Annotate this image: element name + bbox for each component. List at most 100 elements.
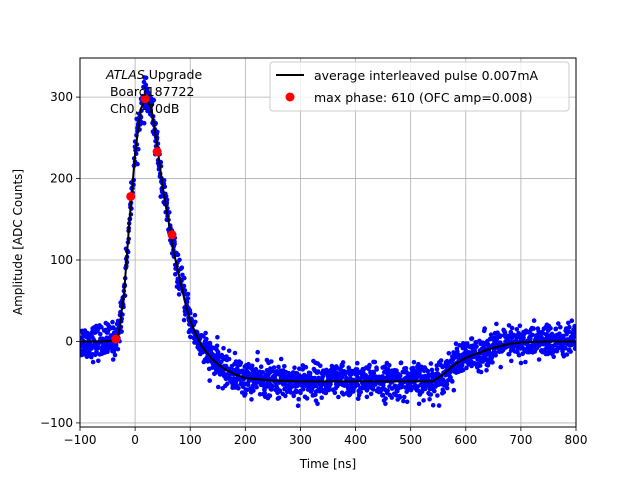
- sample-point: [421, 398, 426, 403]
- sample-point: [506, 323, 512, 328]
- sample-point: [569, 318, 575, 324]
- sample-point: [564, 352, 570, 357]
- sample-point: [215, 335, 220, 340]
- sample-point: [498, 364, 504, 370]
- sample-point: [226, 348, 232, 354]
- sample-point: [531, 318, 537, 323]
- sample-point: [469, 336, 475, 341]
- sample-point: [429, 367, 435, 373]
- sample-point: [411, 359, 417, 365]
- sample-point: [295, 403, 301, 409]
- sample-point: [460, 367, 466, 373]
- max-phase-point: [152, 147, 162, 157]
- sample-point: [367, 362, 372, 368]
- sample-point: [319, 395, 325, 401]
- y-axis-label: Amplitude [ADC Counts]: [11, 169, 25, 315]
- sample-point: [179, 265, 185, 271]
- sample-point: [477, 363, 483, 368]
- sample-point: [358, 376, 364, 381]
- annotation-board: Board187722: [106, 84, 194, 99]
- sample-point: [277, 388, 283, 394]
- sample-point: [480, 359, 486, 364]
- sample-point: [464, 365, 469, 371]
- sample-point: [203, 330, 208, 336]
- sample-point: [260, 370, 266, 375]
- sample-point: [459, 362, 465, 368]
- plot-area: [80, 75, 576, 409]
- sample-point: [573, 343, 576, 348]
- sample-point: [98, 331, 103, 337]
- x-tick-label: 400: [344, 433, 367, 447]
- sample-point: [340, 363, 345, 369]
- x-tick-label: 600: [454, 433, 477, 447]
- sample-point: [262, 387, 267, 393]
- sample-point: [484, 368, 489, 373]
- x-tick-label: 800: [565, 433, 588, 447]
- sample-point: [267, 393, 273, 399]
- sample-point: [110, 357, 116, 362]
- sample-point: [509, 358, 514, 364]
- x-tick-label: 0: [131, 433, 139, 447]
- sample-point: [374, 367, 379, 372]
- sample-point: [556, 321, 561, 326]
- sample-point: [175, 252, 181, 257]
- x-tick-label: 300: [289, 433, 312, 447]
- sample-point: [271, 365, 277, 370]
- sample-point: [453, 341, 459, 347]
- sample-point: [222, 372, 228, 377]
- sample-point: [485, 363, 491, 368]
- max-phase-point: [111, 334, 121, 344]
- sample-point: [336, 394, 341, 400]
- sample-point: [251, 388, 256, 393]
- legend-box: [269, 61, 570, 112]
- sample-point: [201, 334, 206, 339]
- sample-point: [215, 349, 221, 355]
- sample-point: [185, 296, 191, 301]
- sample-point: [416, 361, 421, 367]
- sample-point: [283, 393, 288, 399]
- sample-point: [90, 359, 96, 365]
- sample-point: [253, 366, 259, 372]
- legend-marker-swatch: [285, 92, 295, 102]
- sample-point: [276, 395, 282, 401]
- sample-point: [426, 372, 431, 377]
- sample-point: [292, 365, 297, 371]
- sample-point: [566, 320, 571, 326]
- y-tick-label: 0: [65, 334, 73, 348]
- sample-point: [434, 366, 440, 372]
- sample-point: [282, 364, 287, 369]
- sample-point: [181, 317, 187, 323]
- sample-point: [383, 401, 388, 407]
- sample-point: [312, 375, 318, 381]
- max-phase-points: [111, 94, 177, 344]
- annotation-upgrade: Upgrade: [145, 67, 203, 82]
- legend-entry-average: average interleaved pulse 0.007mA: [314, 68, 539, 83]
- sample-point: [304, 396, 310, 401]
- sample-point: [355, 360, 360, 366]
- sample-point: [428, 392, 434, 397]
- sample-point: [372, 359, 378, 365]
- sample-point: [494, 321, 499, 327]
- sample-point: [300, 367, 306, 372]
- y-tick-label: 200: [50, 172, 73, 186]
- sample-point: [398, 360, 404, 366]
- x-tick-label: 200: [234, 433, 257, 447]
- sample-point: [438, 358, 444, 363]
- max-phase-point: [126, 191, 136, 201]
- sample-point: [567, 324, 572, 330]
- sample-point: [254, 384, 259, 390]
- x-tick-label: −100: [64, 433, 97, 447]
- sample-point: [173, 272, 178, 277]
- sample-point: [531, 326, 536, 331]
- sample-point: [181, 283, 187, 289]
- sample-point: [478, 369, 484, 375]
- sample-point: [110, 319, 115, 325]
- y-tick-label: 100: [50, 253, 73, 267]
- legend: average interleaved pulse 0.007mA max ph…: [269, 61, 570, 112]
- sample-point: [551, 347, 556, 352]
- sample-point: [389, 395, 395, 400]
- sample-point: [566, 329, 572, 335]
- sample-point: [207, 378, 212, 383]
- sample-point: [188, 334, 193, 340]
